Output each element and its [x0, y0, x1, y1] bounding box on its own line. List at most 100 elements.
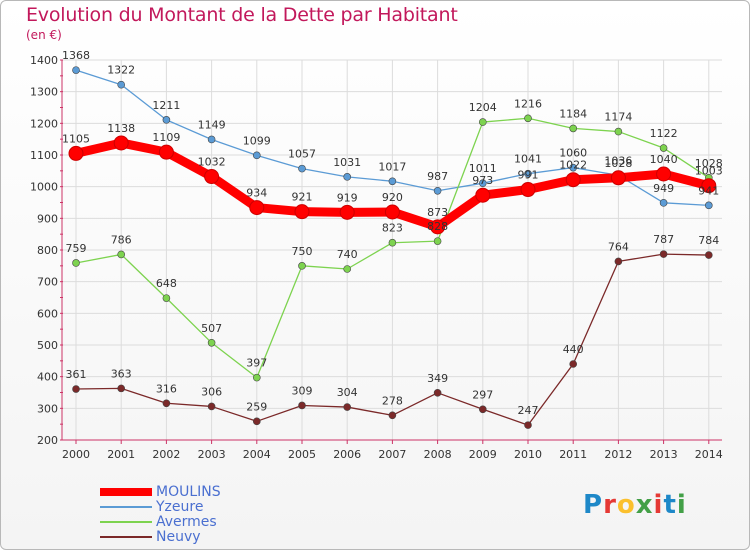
data-point-moulins: [68, 145, 84, 161]
data-point-neuvy: [433, 389, 442, 397]
x-tick-label: 2011: [559, 448, 587, 461]
data-point-yzeure: [117, 80, 125, 89]
data-label-avermes: 740: [337, 248, 358, 261]
data-label-yzeure: 1057: [288, 148, 316, 161]
data-point-moulins: [294, 204, 310, 220]
data-point-neuvy: [388, 411, 397, 420]
data-label-moulins: 873: [427, 206, 448, 219]
logo-letter: i: [653, 490, 664, 520]
data-point-avermes: [72, 259, 80, 267]
x-tick-label: 2008: [424, 448, 452, 461]
legend-swatch: [100, 488, 152, 496]
data-label-moulins: 920: [382, 191, 403, 204]
data-label-yzeure: 1368: [62, 49, 90, 62]
data-point-avermes: [478, 118, 487, 126]
data-label-moulins: 973: [472, 174, 493, 187]
logo-letter: t: [663, 490, 677, 520]
data-label-neuvy: 787: [653, 233, 674, 246]
data-point-yzeure: [704, 201, 713, 210]
x-tick-label: 2003: [198, 448, 226, 461]
y-tick-label: 300: [37, 402, 58, 415]
data-point-avermes: [659, 144, 668, 152]
data-label-neuvy: 316: [156, 382, 177, 395]
data-label-moulins: 934: [246, 187, 267, 200]
data-label-avermes: 1216: [514, 97, 542, 110]
data-point-yzeure: [162, 116, 171, 124]
data-label-neuvy: 304: [337, 386, 358, 399]
x-tick-label: 2013: [650, 448, 678, 461]
data-label-moulins: 1022: [559, 159, 587, 172]
data-point-moulins: [204, 169, 220, 185]
data-label-yzeure: 1017: [378, 160, 406, 173]
data-point-neuvy: [72, 385, 80, 393]
data-point-avermes: [388, 238, 397, 247]
data-point-neuvy: [524, 421, 532, 429]
data-label-moulins: 1040: [650, 153, 678, 166]
data-label-neuvy: 306: [201, 385, 222, 398]
y-tick-label: 600: [37, 307, 58, 320]
logo-letter: P: [583, 490, 604, 520]
legend-label: Yzeure: [156, 499, 204, 515]
data-label-avermes: 507: [201, 322, 222, 335]
data-point-neuvy: [704, 251, 713, 259]
x-tick-label: 2014: [695, 448, 723, 461]
data-point-neuvy: [478, 405, 487, 414]
data-point-neuvy: [614, 257, 623, 266]
legend-label: MOULINS: [156, 484, 221, 500]
legend-label: Avermes: [156, 514, 217, 530]
y-tick-label: 500: [37, 339, 58, 352]
logo-letter: i: [676, 490, 687, 520]
data-label-neuvy: 297: [472, 388, 493, 401]
data-label-avermes: 759: [66, 242, 87, 255]
x-tick-label: 2000: [62, 448, 90, 461]
data-point-yzeure: [388, 177, 397, 186]
data-point-avermes: [117, 250, 125, 259]
data-point-moulins: [249, 200, 265, 216]
data-label-moulins: 1003: [695, 165, 723, 178]
data-label-neuvy: 247: [518, 404, 539, 417]
x-tick-label: 2005: [288, 448, 316, 461]
data-point-avermes: [207, 338, 216, 347]
data-point-avermes: [433, 237, 442, 245]
x-tick-label: 2009: [469, 448, 497, 461]
data-label-yzeure: 1031: [333, 156, 361, 169]
data-label-neuvy: 764: [608, 240, 629, 253]
data-point-yzeure: [433, 186, 442, 195]
data-label-neuvy: 349: [427, 372, 448, 385]
data-label-avermes: 1204: [469, 101, 497, 114]
data-point-moulins: [475, 187, 491, 203]
data-point-moulins: [565, 172, 581, 188]
data-label-neuvy: 309: [292, 384, 313, 397]
data-label-moulins: 919: [337, 191, 358, 204]
data-point-avermes: [524, 114, 532, 123]
data-point-moulins: [384, 204, 400, 220]
data-point-avermes: [569, 124, 578, 133]
data-point-yzeure: [343, 173, 352, 181]
chart-subtitle: (en €): [26, 28, 62, 42]
legend-swatch: [100, 536, 152, 538]
data-label-yzeure: 1041: [514, 153, 542, 166]
logo-letter: o: [616, 490, 636, 520]
data-label-moulins: 991: [518, 169, 539, 182]
data-point-yzeure: [298, 164, 306, 173]
data-label-avermes: 823: [382, 222, 403, 235]
data-label-yzeure: 1011: [469, 162, 497, 175]
data-label-avermes: 828: [427, 220, 448, 233]
data-label-neuvy: 363: [111, 367, 132, 380]
data-label-yzeure: 949: [653, 182, 674, 195]
data-point-moulins: [656, 166, 672, 182]
proxiti-logo: Proxiti: [583, 490, 687, 520]
y-tick-label: 400: [37, 371, 58, 384]
data-point-moulins: [113, 135, 129, 151]
data-point-yzeure: [659, 199, 668, 207]
data-label-neuvy: 784: [698, 234, 719, 247]
data-label-yzeure: 941: [698, 184, 719, 197]
data-label-neuvy: 361: [66, 368, 87, 381]
data-point-moulins: [520, 182, 536, 198]
data-point-yzeure: [569, 163, 578, 172]
data-label-yzeure: 1149: [198, 118, 226, 131]
y-tick-label: 1000: [30, 181, 58, 194]
data-point-avermes: [298, 262, 306, 270]
data-point-moulins: [610, 170, 626, 186]
